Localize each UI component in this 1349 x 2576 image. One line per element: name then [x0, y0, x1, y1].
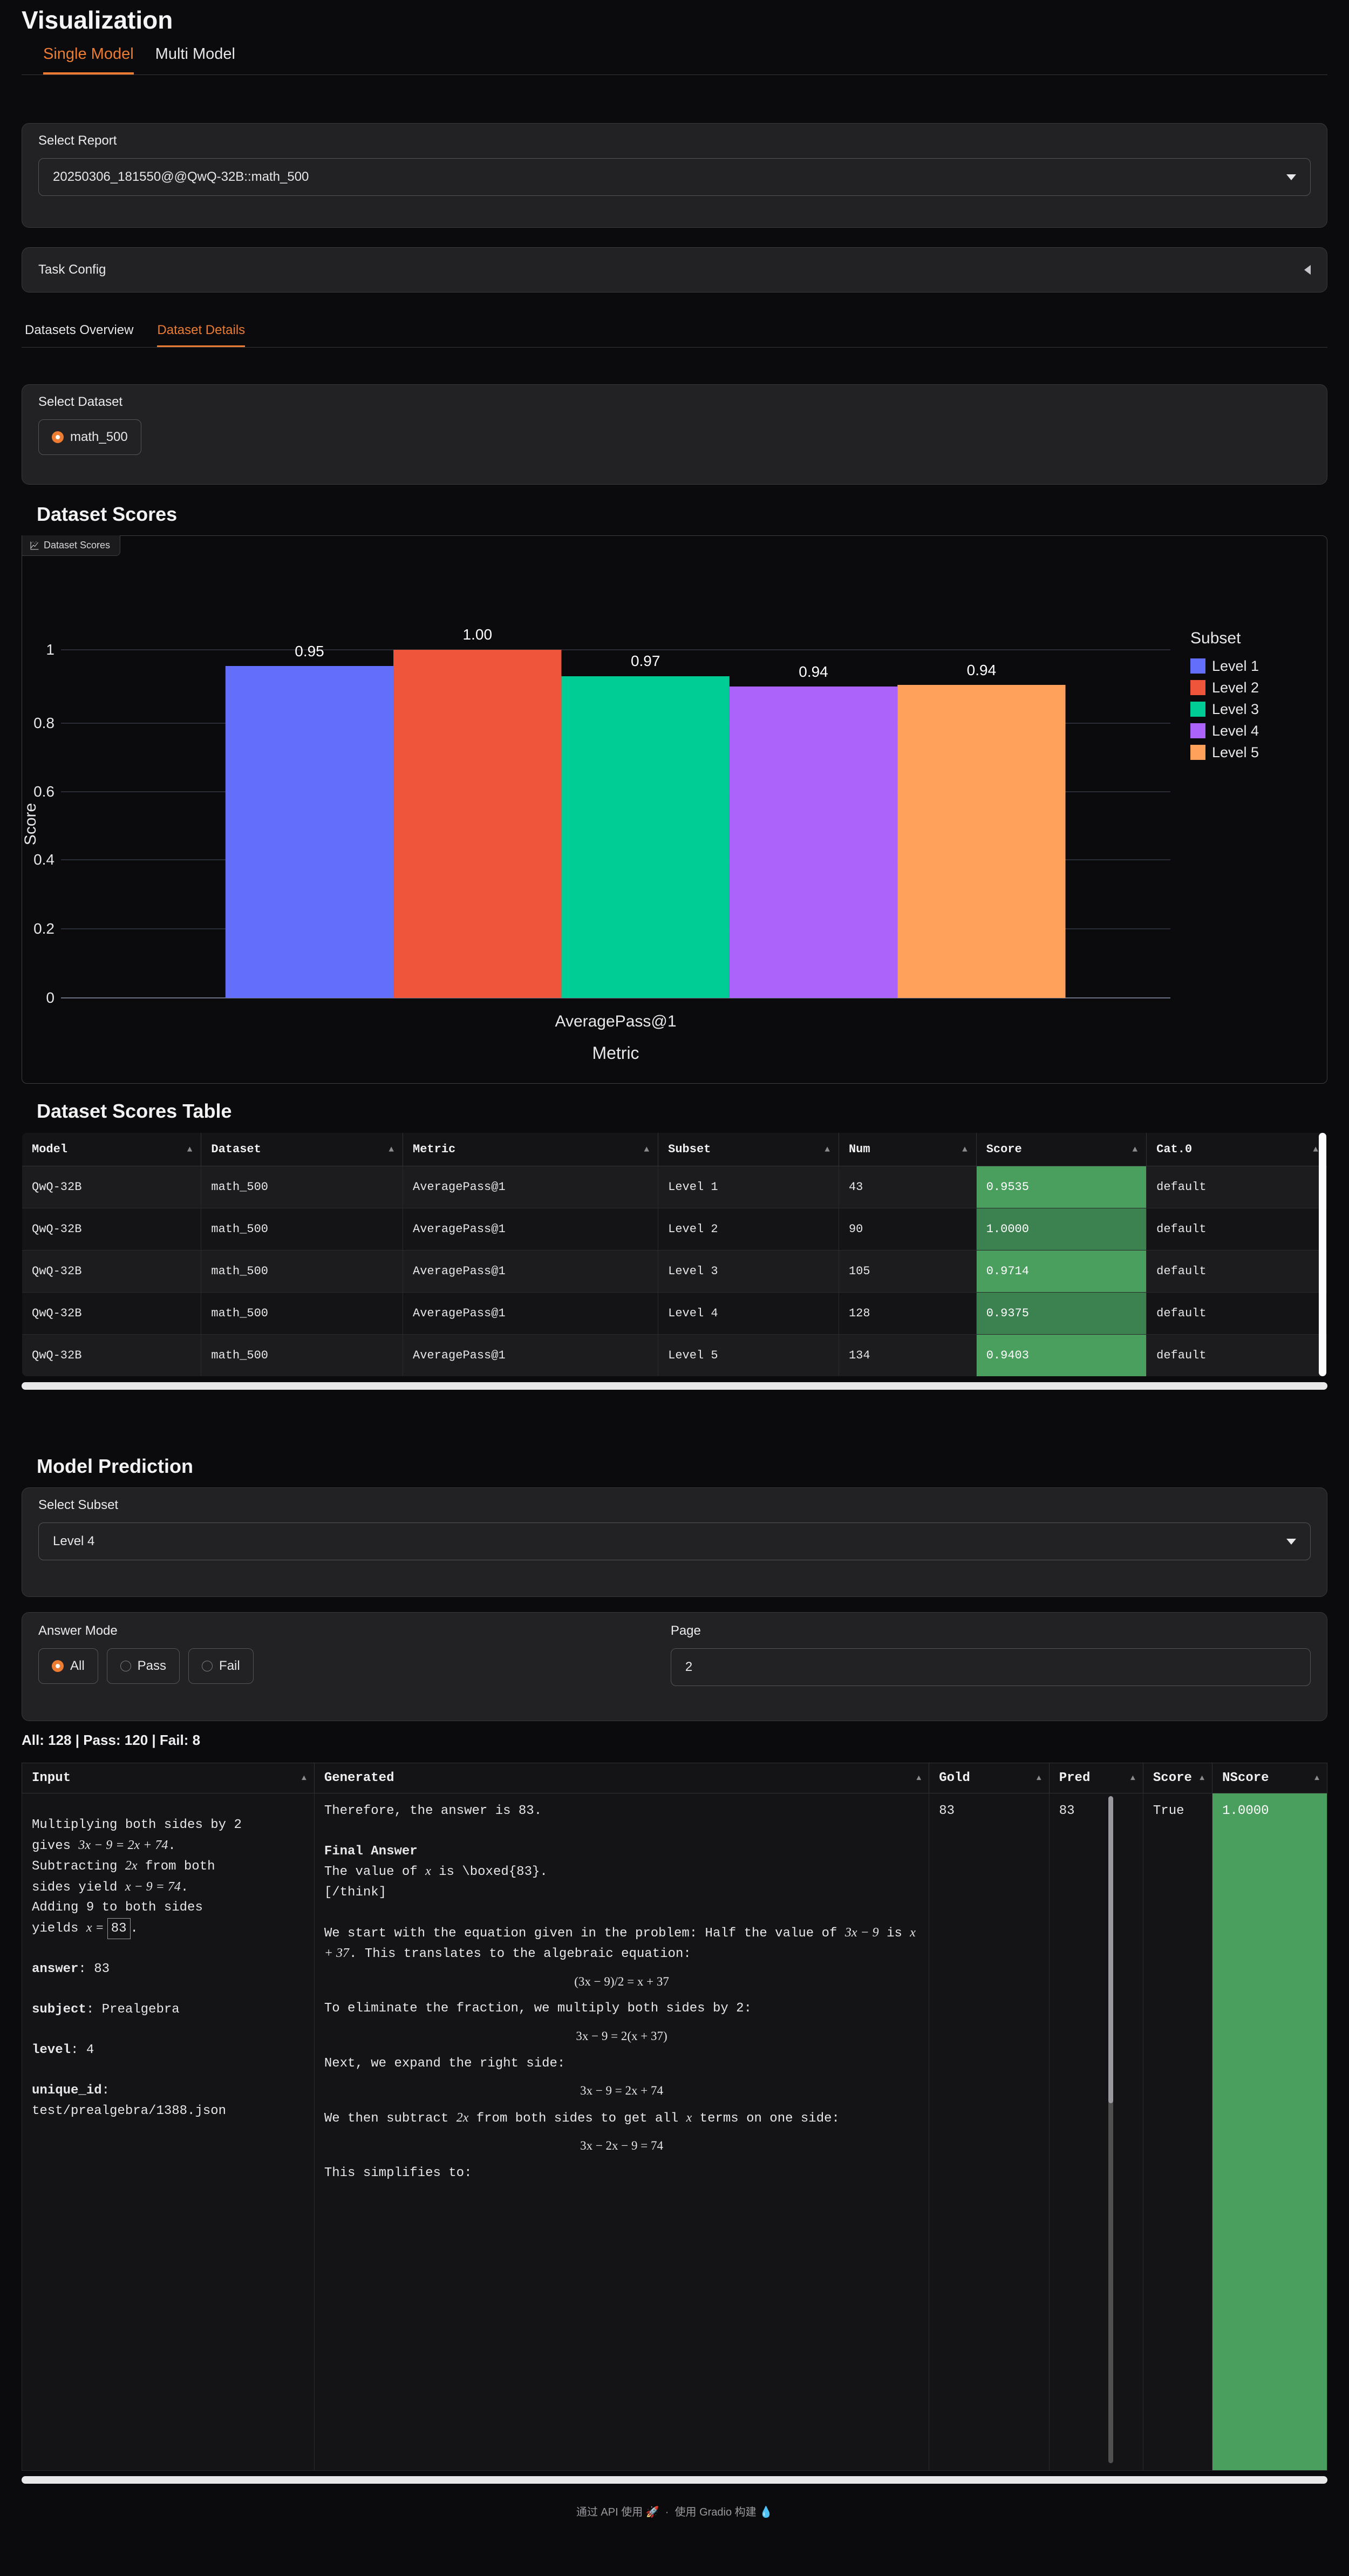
svg-text:0.94: 0.94: [799, 663, 828, 680]
svg-text:0.8: 0.8: [33, 715, 54, 731]
svg-text:0.94: 0.94: [967, 662, 997, 678]
svg-text:0.97: 0.97: [631, 653, 660, 669]
svg-text:0.2: 0.2: [33, 920, 54, 937]
svg-text:0.6: 0.6: [33, 783, 54, 800]
svg-text:Level 2: Level 2: [1212, 679, 1259, 696]
svg-text:0.4: 0.4: [33, 851, 54, 868]
svg-text:Level 1: Level 1: [1212, 658, 1259, 674]
svg-text:0: 0: [46, 989, 54, 1006]
svg-text:Level 3: Level 3: [1212, 701, 1259, 717]
svg-text:Level 5: Level 5: [1212, 744, 1259, 760]
svg-text:Score: Score: [22, 803, 39, 845]
svg-text:Metric: Metric: [592, 1043, 639, 1063]
svg-text:Subset: Subset: [1190, 629, 1241, 647]
svg-text:Level 4: Level 4: [1212, 723, 1259, 739]
svg-text:AveragePass@1: AveragePass@1: [555, 1012, 676, 1030]
svg-text:0.95: 0.95: [295, 643, 324, 660]
svg-text:1: 1: [46, 641, 54, 658]
svg-text:1.00: 1.00: [463, 626, 493, 643]
